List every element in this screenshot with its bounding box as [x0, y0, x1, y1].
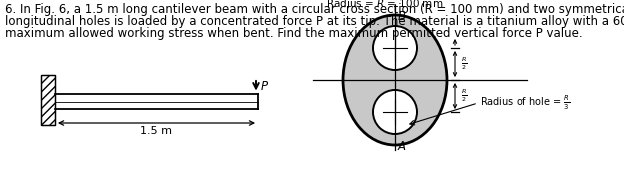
Text: 6. In Fig. 6, a 1.5 m long cantilever beam with a circular cross section (R = 10: 6. In Fig. 6, a 1.5 m long cantilever be…	[5, 3, 624, 16]
Text: Radius = $R$ = 100 mm: Radius = $R$ = 100 mm	[326, 0, 444, 9]
Ellipse shape	[343, 15, 447, 145]
Text: $\frac{R}{2}$: $\frac{R}{2}$	[461, 88, 467, 104]
Text: $P$: $P$	[260, 80, 269, 93]
Text: B: B	[398, 10, 406, 23]
Bar	[41, 75, 55, 125]
Circle shape	[373, 26, 417, 70]
Text: maximum allowed working stress when bent. Find the maximum permitted vertical fo: maximum allowed working stress when bent…	[5, 27, 583, 40]
Text: A: A	[398, 140, 406, 153]
Text: Radius of hole = $\frac{R}{3}$: Radius of hole = $\frac{R}{3}$	[480, 94, 570, 112]
Text: longitudinal holes is loaded by a concentrated force P at its tip. The material : longitudinal holes is loaded by a concen…	[5, 15, 624, 28]
Text: $\frac{R}{2}$: $\frac{R}{2}$	[461, 56, 467, 72]
Circle shape	[373, 90, 417, 134]
Bar	[41, 75, 55, 125]
Text: 1.5 m: 1.5 m	[140, 126, 172, 136]
